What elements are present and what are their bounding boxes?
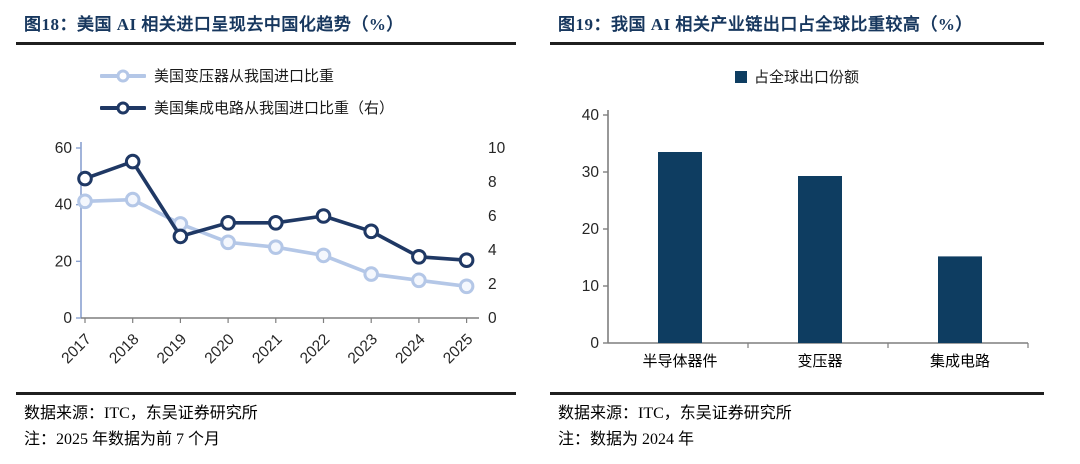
note-line: 注：数据为 2024 年 (558, 431, 695, 448)
legend-item: 美国集成电路从我国进口比重（右） (100, 96, 394, 119)
x-axis-label: 2025 (440, 331, 476, 367)
y-tick-label: 20 (582, 221, 600, 238)
x-axis-label: 2022 (297, 331, 333, 367)
x-axis-label: 2024 (392, 331, 429, 368)
data-point (363, 223, 380, 240)
x-axis-label: 2020 (202, 331, 239, 368)
figure-18: 图18：美国 AI 相关进口呈现去中国化趋势（%） 美国变压器从我国进口比重 美国… (16, 6, 516, 458)
left-tick-label: 20 (55, 253, 73, 270)
data-point (267, 239, 284, 255)
figure-18-footer: 数据来源：ITC，东吴证券研究所 注：2025 年数据为前 7 个月 (16, 392, 516, 453)
data-point (267, 215, 284, 231)
category-label: 变压器 (797, 353, 842, 370)
x-axis-label: 2018 (106, 331, 142, 367)
figure-19-title: 图19：我国 AI 相关产业链出口占全球比重较高（%） (550, 6, 1044, 45)
data-point (411, 272, 427, 289)
data-point (315, 247, 332, 264)
source-line: 数据来源：ITC，东吴证券研究所 (24, 405, 258, 422)
data-point (220, 234, 236, 251)
right-tick-label: 2 (488, 276, 497, 293)
figure-19-footer: 数据来源：ITC，东吴证券研究所 注：数据为 2024 年 (550, 392, 1044, 453)
data-point (77, 193, 93, 210)
legend-label: 占全球出口份额 (753, 70, 859, 86)
legend-square-marker (734, 70, 747, 83)
legend-line-marker (100, 101, 146, 114)
data-point (77, 170, 93, 187)
figure-19-legend: 占全球出口份额 (550, 66, 1044, 87)
source-line: 数据来源：ITC，东吴证券研究所 (558, 405, 792, 422)
legend-circle-marker (116, 101, 130, 114)
figure-19: 图19：我国 AI 相关产业链出口占全球比重较高（%） 占全球出口份额 0 10 2… (550, 6, 1044, 458)
china-ai-export-share-bar-chart: 0 10 20 30 40 半导体器件 变压器 集成电路 (582, 107, 1029, 370)
data-point (220, 215, 236, 231)
legend-item: 美国变压器从我国进口比重 (100, 64, 394, 87)
x-axis-label: 2023 (345, 331, 381, 367)
legend-label: 美国集成电路从我国进口比重（右） (154, 101, 395, 117)
x-axis-label: 2019 (154, 331, 190, 367)
data-point (172, 228, 189, 245)
right-tick-label: 8 (488, 174, 497, 191)
data-point (458, 278, 475, 295)
note-line: 注：2025 年数据为前 7 个月 (24, 431, 221, 448)
legend-line-marker (100, 69, 146, 82)
right-tick-label: 0 (488, 310, 497, 327)
category-label: 集成电路 (930, 353, 990, 370)
figure-18-title: 图18：美国 AI 相关进口呈现去中国化趋势（%） (16, 6, 516, 45)
figure-18-legend: 美国变压器从我国进口比重美国集成电路从我国进口比重（右） (100, 64, 394, 128)
data-point (458, 252, 475, 268)
y-tick-label: 10 (582, 278, 600, 295)
bar (798, 176, 842, 343)
x-axis-label: 2017 (58, 331, 94, 367)
y-tick-label: 0 (590, 335, 599, 352)
left-tick-label: 60 (55, 140, 73, 157)
bar (658, 152, 702, 343)
left-tick-label: 40 (55, 197, 73, 214)
data-point (315, 208, 332, 224)
category-label: 半导体器件 (642, 353, 717, 370)
right-tick-label: 10 (488, 140, 506, 157)
us-ai-imports-line-chart: 0 20 40 60 0 2 4 6 8 10 2017 2018 2019 2020 2021 2022 20… (55, 140, 506, 368)
legend-label: 美国变压器从我国进口比重 (154, 69, 335, 85)
data-point (124, 191, 141, 208)
left-tick-label: 0 (63, 310, 72, 327)
data-point (363, 266, 380, 282)
data-point (411, 249, 427, 265)
right-tick-label: 6 (488, 208, 497, 225)
y-tick-label: 30 (582, 164, 600, 181)
data-point (124, 153, 141, 170)
right-tick-label: 4 (488, 242, 497, 259)
y-tick-label: 40 (582, 107, 600, 124)
bar (938, 256, 982, 343)
x-axis-label: 2021 (249, 331, 285, 367)
legend-circle-marker (116, 69, 130, 82)
